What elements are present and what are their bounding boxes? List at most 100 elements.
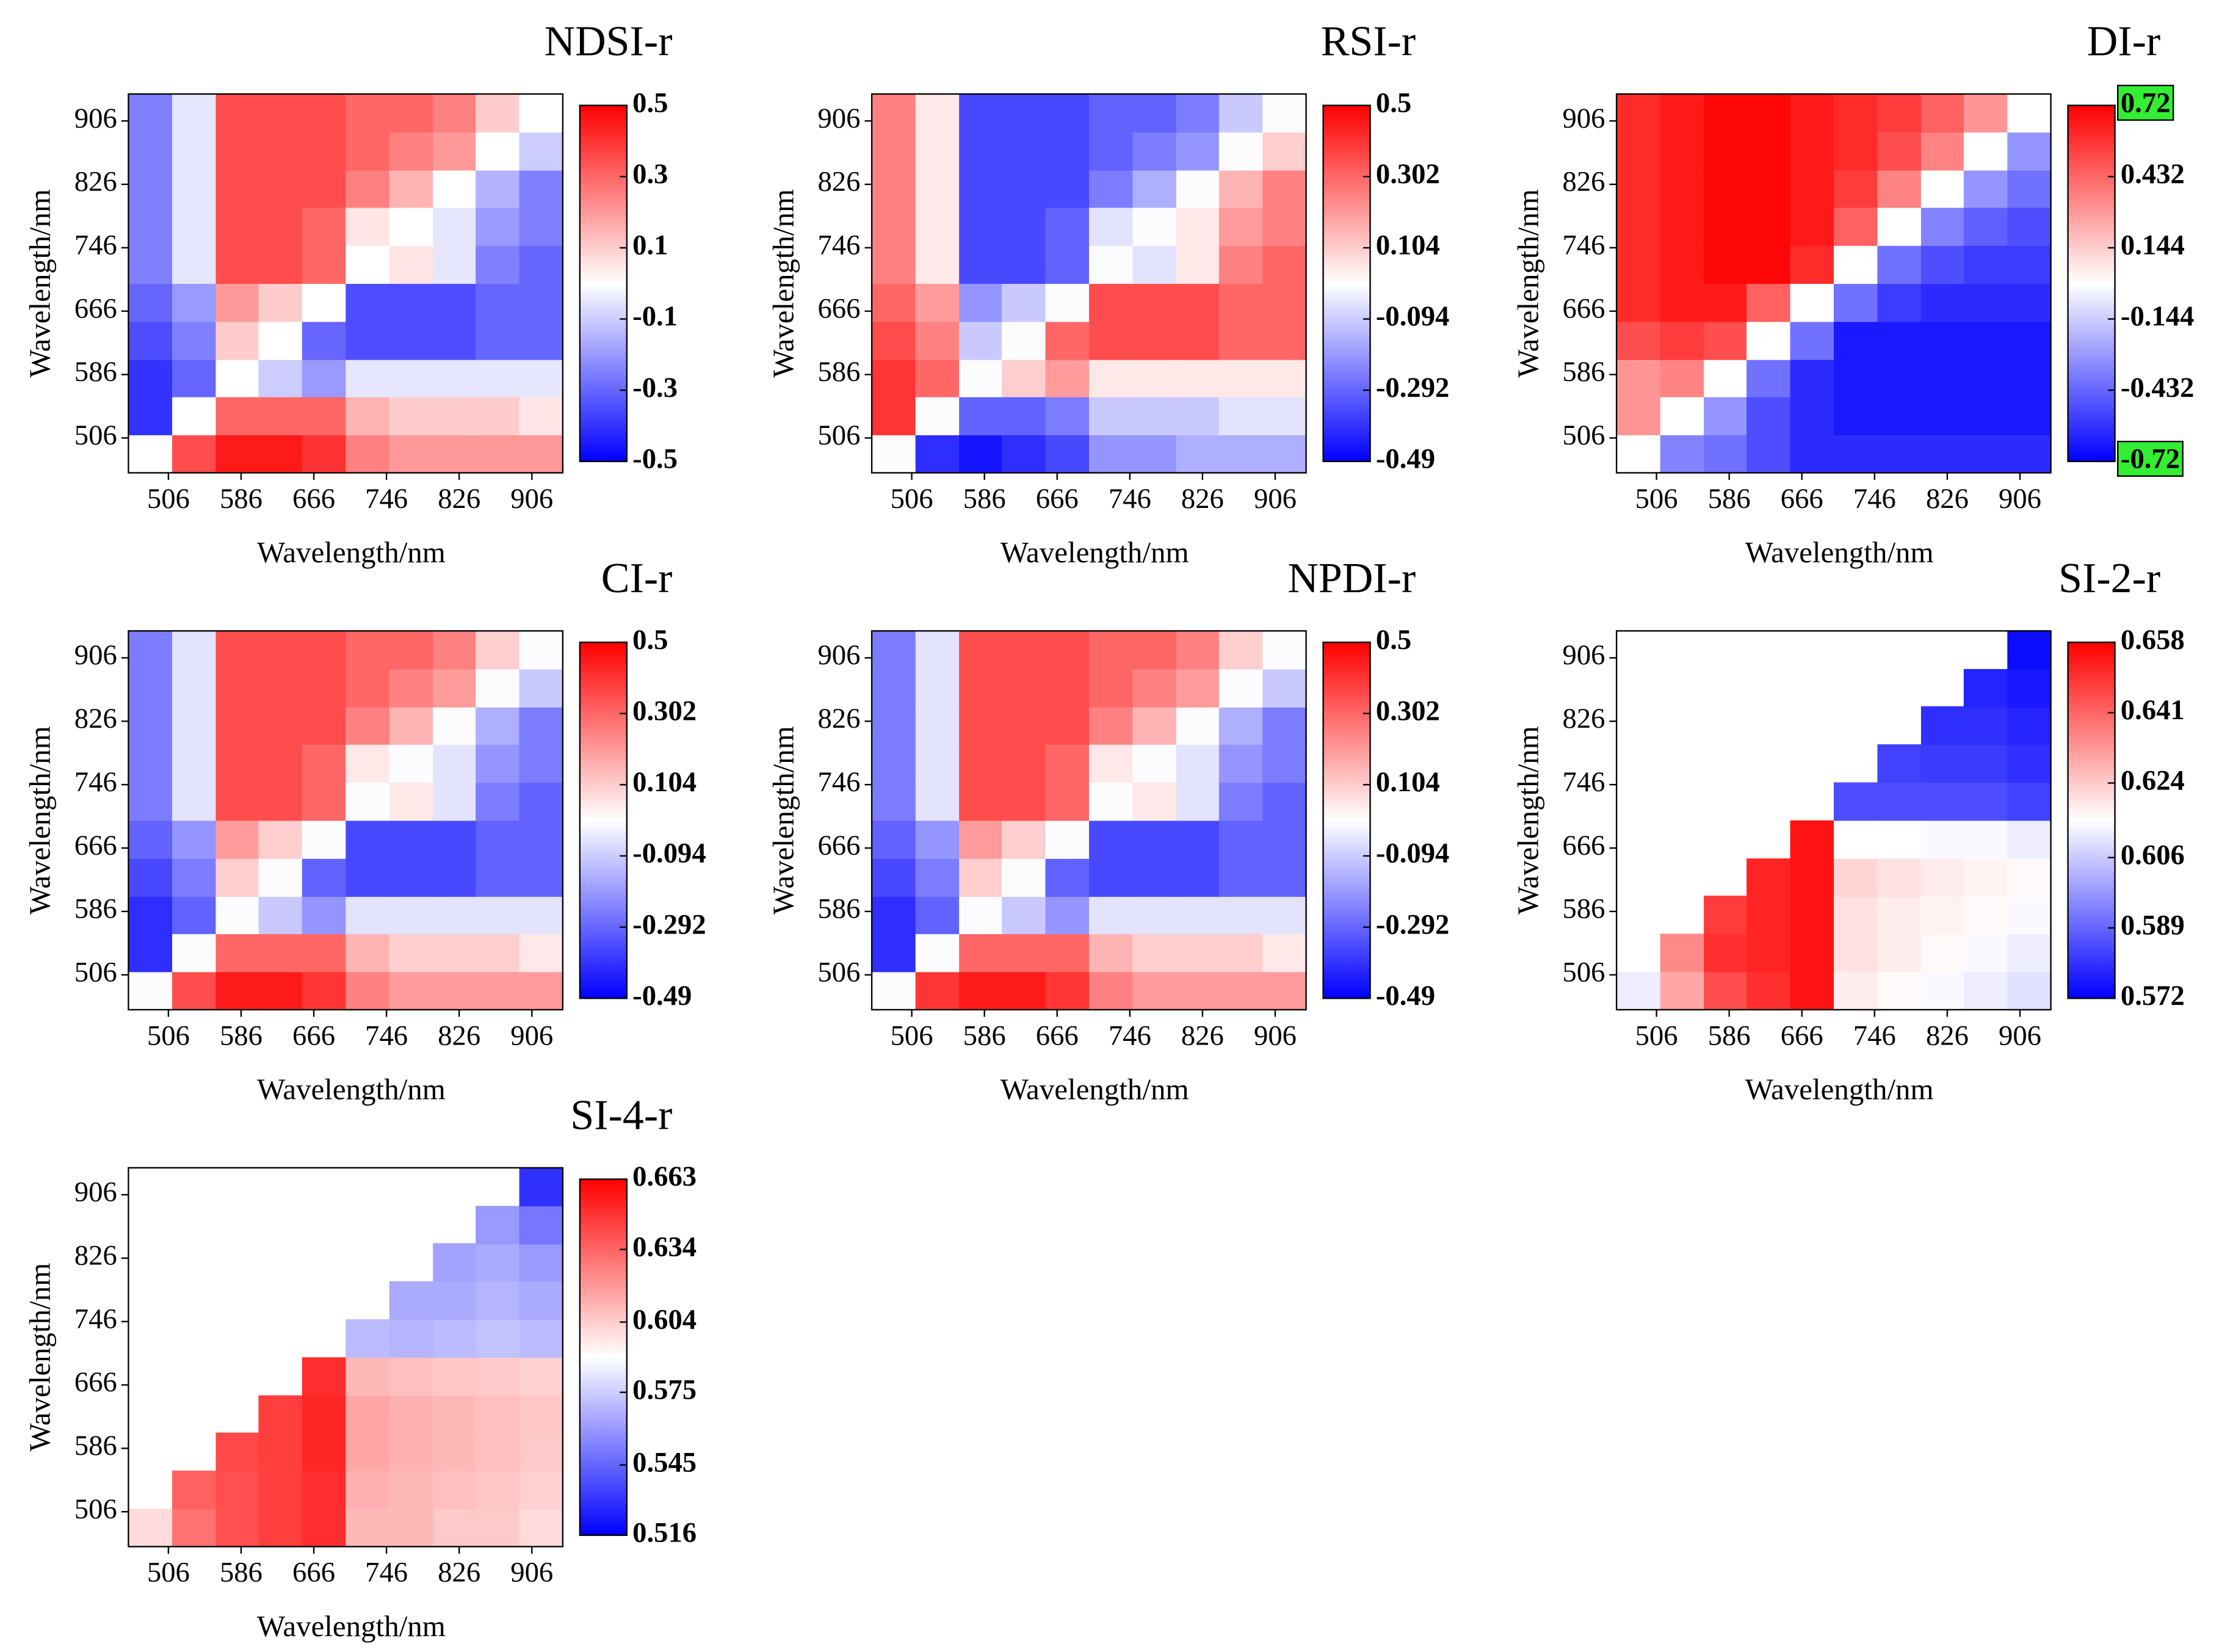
- heatmap-cell: [915, 435, 960, 474]
- heatmap-cell: [519, 1470, 563, 1509]
- heatmap-cell: [1176, 896, 1220, 935]
- colorbar-tick-label: 0.641: [2121, 694, 2185, 726]
- heatmap-cell: [215, 820, 260, 859]
- heatmap-cell: [1963, 858, 2008, 897]
- heatmap-cell: [215, 94, 260, 133]
- heatmap-cell: [2007, 858, 2052, 897]
- heatmap-cell: [1660, 245, 1704, 284]
- heatmap-cell: [476, 933, 520, 973]
- heatmap-cell: [302, 283, 346, 322]
- heatmap-cell: [302, 132, 346, 171]
- heatmap-cell: [1262, 820, 1307, 859]
- heatmap-cell: [172, 435, 217, 474]
- heatmap-cell: [1002, 321, 1046, 360]
- heatmap-cell: [1834, 933, 1878, 973]
- heatmap-cell: [1132, 321, 1177, 360]
- heatmap-cell: [1963, 782, 2008, 821]
- heatmap-cell: [1176, 358, 1220, 397]
- heatmap-cell: [1704, 245, 1748, 284]
- heatmap-cell: [258, 706, 303, 745]
- heatmap-cell: [476, 283, 520, 322]
- heatmap-cell: [1790, 207, 1834, 246]
- heatmap-cell: [389, 971, 433, 1010]
- heatmap-cell: [1920, 207, 1965, 246]
- heatmap-cell: [433, 169, 477, 208]
- heatmap-cell: [389, 1319, 433, 1358]
- heatmap-cell: [2007, 971, 2052, 1010]
- heatmap-cell: [389, 1395, 433, 1434]
- heatmap-cell: [2007, 321, 2052, 360]
- heatmap-cell: [1877, 207, 1922, 246]
- y-tick-label: 906: [1562, 639, 1605, 671]
- chart-title: NPDI-r: [1287, 555, 1416, 602]
- x-tick-label: 506: [1635, 483, 1678, 515]
- heatmap-cell: [215, 1470, 260, 1509]
- heatmap-cell: [1704, 896, 1748, 935]
- heatmap-cell: [1920, 820, 1965, 859]
- heatmap-cell: [1790, 858, 1834, 897]
- heatmap-cell: [872, 971, 916, 1010]
- heatmap-cell: [1746, 245, 1791, 284]
- heatmap-cell: [872, 245, 916, 284]
- heatmap-cell: [389, 1509, 433, 1548]
- heatmap-cell: [1132, 933, 1177, 973]
- heatmap-cell: [1790, 435, 1834, 474]
- heatmap-cell: [476, 858, 520, 897]
- heatmap-cell: [1045, 169, 1090, 208]
- heatmap-cell: [519, 1243, 563, 1282]
- heatmap-cell: [1002, 358, 1046, 397]
- heatmap-cell: [872, 435, 916, 474]
- heatmap-cell: [1002, 207, 1046, 246]
- heatmap-cell: [302, 94, 346, 133]
- heatmap-cell: [1963, 358, 2008, 397]
- y-tick-label: 586: [1562, 356, 1605, 388]
- heatmap-cell: [1176, 631, 1220, 670]
- heatmap-cell: [2007, 782, 2052, 821]
- heatmap-cell: [2007, 896, 2052, 935]
- heatmap-cell: [1088, 358, 1134, 397]
- heatmap-cell: [258, 668, 303, 708]
- heatmap-cell: [433, 971, 477, 1010]
- heatmap-cell: [1963, 668, 2008, 708]
- heatmap-cell: [346, 358, 390, 397]
- y-tick-label: 906: [74, 103, 117, 134]
- heatmap-cell: [959, 207, 1004, 246]
- heatmap-cell: [476, 1509, 520, 1548]
- heatmap-cell: [258, 1432, 303, 1471]
- y-tick-label: 506: [817, 419, 860, 451]
- heatmap-cell: [302, 631, 346, 670]
- heatmap-cell: [389, 782, 433, 821]
- colorbar-tick-label: 0.5: [1376, 624, 1411, 656]
- heatmap-cell: [1877, 744, 1922, 783]
- y-axis-label: Wavelength/nm: [1511, 189, 1544, 378]
- y-tick-label: 826: [74, 166, 117, 198]
- heatmap-cell: [1834, 245, 1878, 284]
- heatmap-cell: [519, 94, 563, 133]
- heatmap-cell: [1218, 94, 1263, 133]
- heatmap-cell: [1704, 169, 1748, 208]
- heatmap-cell: [1132, 706, 1177, 745]
- heatmap-cell: [959, 706, 1004, 745]
- heatmap-cell: [1660, 933, 1704, 973]
- colorbar-tick-label: 0.624: [2121, 764, 2185, 796]
- x-tick-label: 506: [891, 1020, 933, 1051]
- heatmap-cell: [346, 94, 390, 133]
- panel: 506 586 666 746 826 906 506 586 666 746 826 906 Wave…: [23, 1092, 697, 1643]
- colorbar-tick-label: 0.72: [2121, 87, 2171, 118]
- heatmap-cell: [346, 283, 390, 322]
- heatmap-cell: [1002, 283, 1046, 322]
- colorbar-tick-label: -0.094: [1376, 300, 1449, 332]
- heatmap-cell: [389, 94, 433, 133]
- colorbar-tick-label: 0.302: [1376, 695, 1440, 726]
- heatmap-cell: [915, 132, 960, 171]
- heatmap-cell: [1262, 782, 1307, 821]
- heatmap-cell: [1262, 971, 1307, 1010]
- y-tick-label: 826: [817, 166, 860, 198]
- heatmap-cell: [172, 820, 217, 859]
- heatmap-cell: [1704, 396, 1748, 435]
- heatmap-cell: [346, 971, 390, 1010]
- heatmap-cell: [215, 896, 260, 935]
- heatmap-cell: [1790, 396, 1834, 435]
- x-tick-label: 906: [1254, 1020, 1297, 1051]
